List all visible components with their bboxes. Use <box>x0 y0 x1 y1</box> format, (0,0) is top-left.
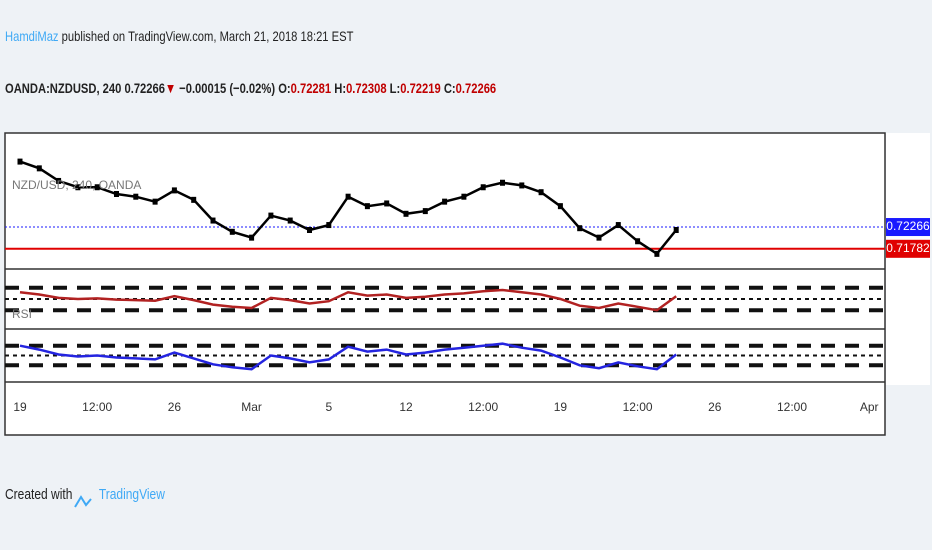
published: published on TradingView.com, March 21, … <box>61 28 354 44</box>
candle <box>500 179 505 186</box>
open: 0.72281 <box>290 80 332 96</box>
x-tick-label: 5 <box>325 400 332 414</box>
candle <box>210 217 216 224</box>
x-tick-label: 19 <box>13 400 27 414</box>
candle <box>345 193 351 200</box>
candle <box>229 228 235 235</box>
pane-label: RSI <box>12 307 32 321</box>
brand[interactable]: TradingView <box>98 486 165 503</box>
candle <box>326 222 332 229</box>
x-tick-label: 12:00 <box>468 400 498 414</box>
candle <box>480 184 486 191</box>
candle <box>364 203 370 210</box>
candle <box>635 238 641 245</box>
candle <box>191 196 197 203</box>
c-label: C: <box>443 80 456 96</box>
candle <box>403 210 409 217</box>
o-label: O: <box>278 80 291 96</box>
symbol: OANDA:NZDUSD, 240 <box>5 80 122 96</box>
candle <box>654 250 660 257</box>
x-tick-label: 26 <box>708 400 722 414</box>
x-tick-label: 12:00 <box>82 400 112 414</box>
series-line <box>19 288 677 312</box>
price-tag-label: 0.72266 <box>886 219 930 233</box>
candle <box>17 158 23 165</box>
created: Created with <box>5 486 73 503</box>
low: 0.72219 <box>400 80 441 96</box>
x-tick-label: 19 <box>554 400 568 414</box>
candle <box>577 225 583 232</box>
header: HamdiMaz published on TradingView.com, M… <box>5 28 353 44</box>
pane-label: NZD/USD, 240, OANDA <box>12 178 141 192</box>
x-tick-label: Apr <box>860 400 879 414</box>
price-scale <box>886 133 930 385</box>
candle <box>287 217 293 224</box>
candle <box>673 227 679 233</box>
arrow: ▼ <box>164 80 177 96</box>
candle <box>268 212 274 219</box>
change: −0.00015 (−0.02%) <box>179 80 276 96</box>
candle <box>384 200 390 207</box>
candle <box>249 234 255 241</box>
footer: Created with TradingView <box>5 486 165 503</box>
x-tick-label: 12:00 <box>623 400 653 414</box>
candle <box>557 203 563 210</box>
symbol-line: OANDA:NZDUSD, 240 0.72266▼ −0.00015 (−0.… <box>5 80 496 96</box>
candle <box>152 198 158 205</box>
price-tag <box>886 239 930 258</box>
high: 0.72308 <box>346 80 387 96</box>
candle <box>114 191 119 197</box>
series-line <box>19 342 677 371</box>
candle <box>171 187 177 194</box>
x-tick-label: Mar <box>241 400 262 414</box>
candle <box>133 193 139 200</box>
price-tag <box>886 218 930 237</box>
candle <box>75 184 81 191</box>
candle <box>442 198 448 205</box>
candle <box>519 182 525 189</box>
close: 0.72266 <box>455 80 497 96</box>
x-tick-label: 12:00 <box>777 400 807 414</box>
candle <box>596 234 602 241</box>
candle <box>615 222 621 229</box>
candle <box>56 177 62 184</box>
author[interactable]: HamdiMaz <box>5 28 59 44</box>
logo <box>74 495 92 508</box>
candle <box>422 208 428 215</box>
candle <box>307 227 312 233</box>
candle <box>36 165 42 172</box>
price-tag-label: 0.71782 <box>886 241 930 255</box>
last: 0.72266 <box>124 80 165 96</box>
candle <box>94 184 100 191</box>
h-label: H: <box>334 80 347 96</box>
l-label: L: <box>389 80 401 96</box>
candle <box>538 189 544 196</box>
candle <box>461 193 467 200</box>
x-tick-label: 12 <box>399 400 413 414</box>
chart-frame <box>4 132 886 436</box>
x-tick-label: 26 <box>168 400 182 414</box>
